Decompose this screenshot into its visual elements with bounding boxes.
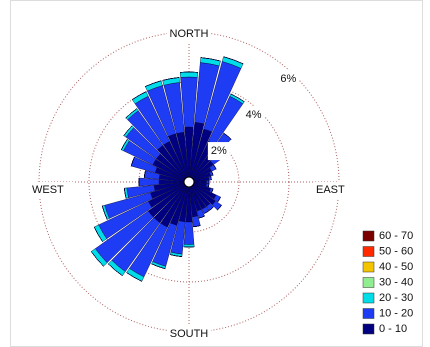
rose-segment bbox=[209, 206, 214, 211]
rose-segment bbox=[132, 91, 147, 100]
rose-segment bbox=[138, 177, 160, 187]
rose-segment bbox=[91, 251, 104, 267]
grid-ring bbox=[88, 81, 290, 283]
ring-label-bg bbox=[242, 106, 265, 125]
compass-label: SOUTH bbox=[170, 328, 209, 340]
rose-segment bbox=[121, 139, 128, 150]
compass-label: NORTH bbox=[170, 28, 209, 40]
ring-label-bg bbox=[277, 70, 300, 89]
legend-swatch bbox=[362, 277, 375, 288]
legend-swatch bbox=[362, 230, 375, 242]
legend-label: 50 - 60 bbox=[379, 245, 413, 257]
rose-segment bbox=[211, 171, 214, 176]
compass-label-bg bbox=[30, 182, 74, 198]
rose-segment bbox=[203, 210, 209, 214]
rose-segment bbox=[193, 225, 201, 227]
compass-label: EAST bbox=[316, 184, 345, 196]
legend-label: 30 - 40 bbox=[379, 276, 413, 288]
legend-label: 20 - 30 bbox=[379, 292, 413, 304]
legend-label: 10 - 20 bbox=[379, 307, 413, 319]
ring-label-bg bbox=[207, 142, 230, 161]
rose-segment bbox=[144, 170, 146, 178]
frame bbox=[10, 0, 423, 347]
legend-swatch bbox=[362, 308, 375, 319]
rose-segment bbox=[223, 132, 232, 140]
legend-swatch bbox=[362, 292, 375, 304]
rose-segment bbox=[206, 180, 210, 184]
center-hole bbox=[183, 176, 195, 188]
rose-segment bbox=[151, 263, 166, 269]
legend-swatch bbox=[362, 246, 375, 257]
rose-segment bbox=[183, 244, 195, 248]
rose-segment bbox=[123, 125, 133, 136]
compass-label: WEST bbox=[32, 184, 64, 196]
rose-segment bbox=[211, 188, 214, 193]
rose-segment bbox=[170, 254, 182, 257]
rose-segment bbox=[183, 221, 195, 245]
legend-label: 40 - 50 bbox=[379, 261, 413, 273]
legend-swatch bbox=[362, 261, 375, 273]
compass-label-bg bbox=[167, 26, 211, 42]
legend-swatch bbox=[362, 323, 375, 335]
ring-label: 4% bbox=[246, 109, 262, 121]
compass-label-bg bbox=[167, 326, 211, 342]
rose-segment bbox=[217, 205, 222, 211]
legend-label: 60 - 70 bbox=[379, 230, 413, 242]
rose-segment bbox=[179, 71, 199, 78]
ring-label: 6% bbox=[280, 73, 296, 85]
compass-label-bg bbox=[314, 182, 358, 198]
ring-label: 2% bbox=[211, 145, 227, 157]
legend-label: 0 - 10 bbox=[379, 323, 407, 335]
rose-segment bbox=[208, 183, 210, 188]
